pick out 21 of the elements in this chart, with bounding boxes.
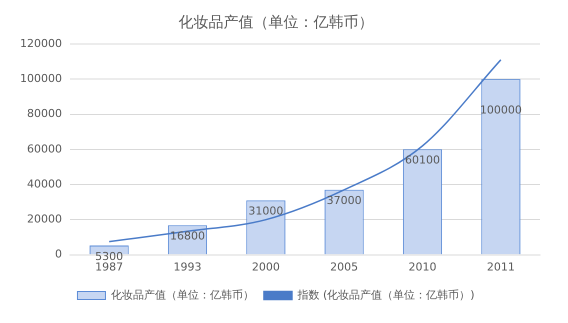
x-tick-label: 2000	[252, 260, 280, 274]
y-tick-label: 100000	[20, 72, 62, 85]
data-label: 60100	[405, 154, 440, 167]
y-tick-label: 20000	[26, 212, 62, 226]
y-tick-label: 40000	[26, 177, 62, 190]
chart-title: 化妆品产值（单位：亿韩币）	[178, 12, 374, 31]
data-label: 31000	[248, 204, 284, 218]
y-tick-label: 80000	[26, 107, 62, 120]
x-tick-label: 2005	[330, 260, 358, 274]
legend-label: 指数 (化妆品产值（单位：亿韩币）)	[296, 288, 475, 302]
y-tick-label: 120000	[20, 36, 62, 50]
data-label: 5300	[95, 250, 124, 263]
x-tick-label: 1993	[173, 260, 202, 274]
x-tick-label: 2010	[408, 260, 436, 274]
legend-label: 化妆品产值（单位：亿韩币）	[110, 288, 254, 302]
x-tick-label: 2011	[486, 260, 515, 274]
data-label: 16800	[170, 230, 205, 243]
y-tick-label: 60000	[26, 142, 62, 156]
x-tick-label: 1987	[95, 260, 124, 274]
data-label: 37000	[326, 194, 362, 208]
y-tick-label: 0	[54, 248, 62, 261]
